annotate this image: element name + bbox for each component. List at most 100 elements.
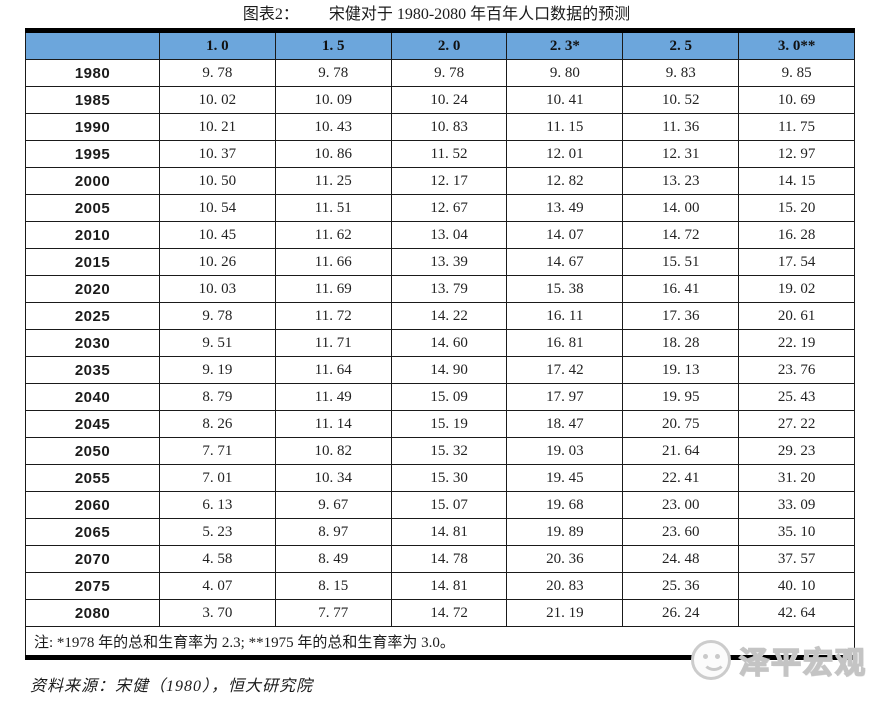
table-row: 1990 10. 21 10. 43 10. 83 11. 15 11. 36 11. 75 bbox=[25, 113, 855, 141]
value-cell: 31. 20 bbox=[738, 464, 855, 492]
value-cell: 13. 23 bbox=[622, 167, 740, 195]
value-cell: 12. 17 bbox=[390, 167, 508, 195]
value-cell: 20. 75 bbox=[622, 410, 740, 438]
value-cell: 5. 23 bbox=[159, 518, 276, 546]
year-cell: 2015 bbox=[25, 248, 160, 276]
year-cell: 2065 bbox=[25, 518, 160, 546]
table-row: 2055 7. 01 10. 34 15. 30 19. 45 22. 41 31. 20 bbox=[25, 464, 855, 492]
value-cell: 9. 19 bbox=[159, 356, 276, 384]
value-cell: 9. 78 bbox=[159, 302, 276, 330]
value-cell: 10. 52 bbox=[622, 86, 740, 114]
year-cell: 2075 bbox=[25, 572, 160, 600]
value-cell: 7. 01 bbox=[159, 464, 276, 492]
column-header: 1. 0 bbox=[159, 30, 276, 60]
table-row: 2070 4. 58 8. 49 14. 78 20. 36 24. 48 37. 57 bbox=[25, 545, 855, 573]
source-line: 资料来源：宋健（1980），恒大研究院 bbox=[30, 678, 314, 695]
figure-title: 图表2： 宋健对于 1980-2080 年百年人口数据的预测 bbox=[0, 4, 873, 26]
value-cell: 12. 67 bbox=[390, 194, 508, 222]
value-cell: 16. 11 bbox=[506, 302, 624, 330]
year-cell: 2000 bbox=[25, 167, 160, 195]
year-cell: 2060 bbox=[25, 491, 160, 519]
value-cell: 11. 36 bbox=[622, 113, 740, 141]
table-row: 2000 10. 50 11. 25 12. 17 12. 82 13. 23 14. 15 bbox=[25, 167, 855, 195]
value-cell: 17. 97 bbox=[506, 383, 624, 411]
year-cell: 2080 bbox=[25, 599, 160, 627]
value-cell: 21. 64 bbox=[622, 437, 740, 465]
value-cell: 11. 14 bbox=[274, 410, 392, 438]
year-cell: 2030 bbox=[25, 329, 160, 357]
value-cell: 19. 13 bbox=[622, 356, 740, 384]
table-row: 1995 10. 37 10. 86 11. 52 12. 01 12. 31 12. 97 bbox=[25, 140, 855, 168]
value-cell: 19. 03 bbox=[506, 437, 624, 465]
value-cell: 10. 45 bbox=[159, 221, 276, 249]
value-cell: 14. 60 bbox=[390, 329, 508, 357]
value-cell: 8. 97 bbox=[274, 518, 392, 546]
year-cell: 2055 bbox=[25, 464, 160, 492]
value-cell: 11. 49 bbox=[274, 383, 392, 411]
value-cell: 11. 75 bbox=[738, 113, 855, 141]
value-cell: 8. 26 bbox=[159, 410, 276, 438]
value-cell: 4. 58 bbox=[159, 545, 276, 573]
value-cell: 10. 09 bbox=[274, 86, 392, 114]
value-cell: 12. 31 bbox=[622, 140, 740, 168]
value-cell: 6. 13 bbox=[159, 491, 276, 519]
column-header: 2. 3* bbox=[506, 30, 624, 60]
table-row: 2080 3. 70 7. 77 14. 72 21. 19 26. 24 42. 64 bbox=[25, 599, 855, 627]
watermark-text: 泽平宏观 bbox=[738, 646, 867, 681]
year-cell: 1995 bbox=[25, 140, 160, 168]
value-cell: 15. 32 bbox=[390, 437, 508, 465]
table-row: 2035 9. 19 11. 64 14. 90 17. 42 19. 13 23. 76 bbox=[25, 356, 855, 384]
value-cell: 14. 78 bbox=[390, 545, 508, 573]
value-cell: 23. 00 bbox=[622, 491, 740, 519]
value-cell: 22. 19 bbox=[738, 329, 855, 357]
value-cell: 14. 07 bbox=[506, 221, 624, 249]
value-cell: 15. 20 bbox=[738, 194, 855, 222]
year-cell: 1985 bbox=[25, 86, 160, 114]
value-cell: 33. 09 bbox=[738, 491, 855, 519]
value-cell: 19. 45 bbox=[506, 464, 624, 492]
value-cell: 10. 69 bbox=[738, 86, 855, 114]
value-cell: 9. 67 bbox=[274, 491, 392, 519]
value-cell: 9. 85 bbox=[738, 59, 855, 87]
value-cell: 10. 54 bbox=[159, 194, 276, 222]
table-row: 2050 7. 71 10. 82 15. 32 19. 03 21. 64 29. 23 bbox=[25, 437, 855, 465]
year-cell: 2010 bbox=[25, 221, 160, 249]
value-cell: 20. 61 bbox=[738, 302, 855, 330]
value-cell: 10. 50 bbox=[159, 167, 276, 195]
value-cell: 16. 81 bbox=[506, 329, 624, 357]
value-cell: 9. 78 bbox=[390, 59, 508, 87]
value-cell: 19. 68 bbox=[506, 491, 624, 519]
value-cell: 10. 41 bbox=[506, 86, 624, 114]
population-table: 1. 0 1. 5 2. 0 2. 3* 2. 5 3. 0** 1980 9. 78 9. … bbox=[25, 28, 855, 660]
value-cell: 16. 28 bbox=[738, 221, 855, 249]
value-cell: 15. 19 bbox=[390, 410, 508, 438]
value-cell: 13. 49 bbox=[506, 194, 624, 222]
value-cell: 25. 36 bbox=[622, 572, 740, 600]
value-cell: 9. 78 bbox=[159, 59, 276, 87]
value-cell: 19. 02 bbox=[738, 275, 855, 303]
value-cell: 7. 71 bbox=[159, 437, 276, 465]
value-cell: 11. 69 bbox=[274, 275, 392, 303]
value-cell: 42. 64 bbox=[738, 599, 855, 627]
figure-number: 图表2： bbox=[242, 6, 299, 23]
value-cell: 15. 51 bbox=[622, 248, 740, 276]
column-header: 1. 5 bbox=[274, 30, 392, 60]
value-cell: 40. 10 bbox=[738, 572, 855, 600]
value-cell: 17. 42 bbox=[506, 356, 624, 384]
value-cell: 13. 39 bbox=[390, 248, 508, 276]
table-row: 1980 9. 78 9. 78 9. 78 9. 80 9. 83 9. 85 bbox=[25, 59, 855, 87]
value-cell: 16. 41 bbox=[622, 275, 740, 303]
value-cell: 14. 67 bbox=[506, 248, 624, 276]
value-cell: 12. 01 bbox=[506, 140, 624, 168]
value-cell: 15. 09 bbox=[390, 383, 508, 411]
value-cell: 11. 64 bbox=[274, 356, 392, 384]
value-cell: 11. 25 bbox=[274, 167, 392, 195]
table-row: 2030 9. 51 11. 71 14. 60 16. 81 18. 28 22. 19 bbox=[25, 329, 855, 357]
table-row: 2060 6. 13 9. 67 15. 07 19. 68 23. 00 33. 09 bbox=[25, 491, 855, 519]
value-cell: 14. 15 bbox=[738, 167, 855, 195]
value-cell: 9. 51 bbox=[159, 329, 276, 357]
value-cell: 11. 62 bbox=[274, 221, 392, 249]
value-cell: 20. 36 bbox=[506, 545, 624, 573]
value-cell: 17. 54 bbox=[738, 248, 855, 276]
value-cell: 12. 82 bbox=[506, 167, 624, 195]
